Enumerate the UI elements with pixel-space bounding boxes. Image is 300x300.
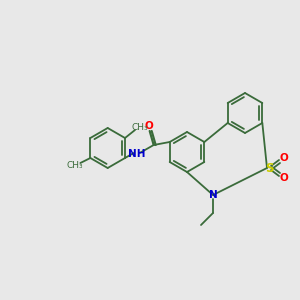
- Text: O: O: [280, 173, 288, 183]
- Text: CH₃: CH₃: [66, 161, 83, 170]
- Text: O: O: [280, 153, 288, 163]
- Text: NH: NH: [128, 149, 146, 159]
- Text: S: S: [265, 161, 273, 175]
- Text: O: O: [144, 121, 153, 131]
- Text: CH₃: CH₃: [132, 122, 148, 131]
- Text: N: N: [208, 190, 217, 200]
